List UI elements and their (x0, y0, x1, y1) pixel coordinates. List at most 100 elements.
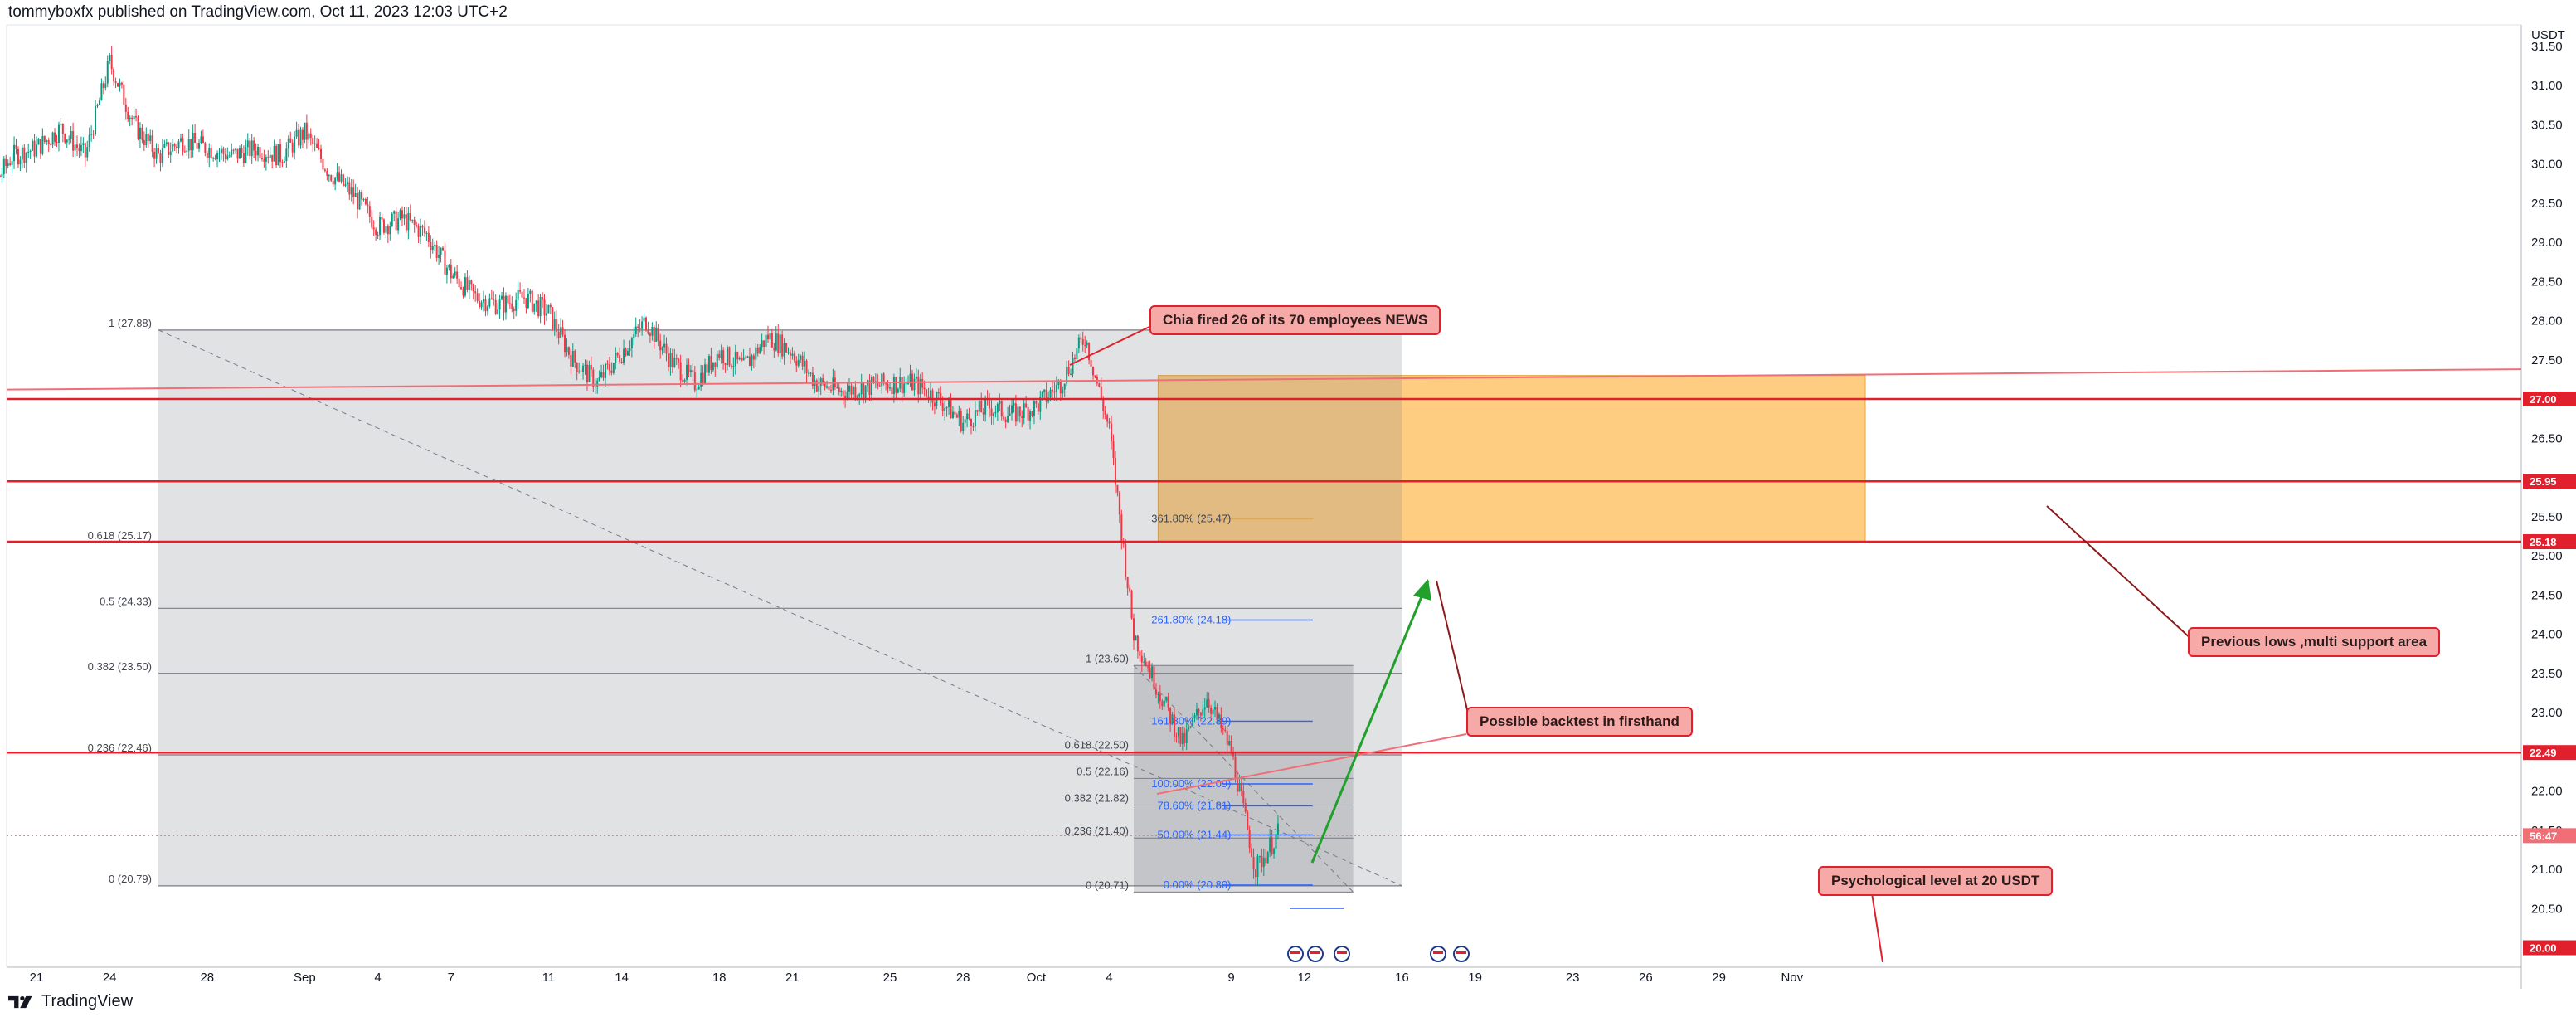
candle-body (1077, 337, 1080, 348)
annotation-psychological-level[interactable]: Psychological level at 20 USDT (1818, 866, 2054, 896)
candle-body (123, 84, 125, 105)
annotation-news[interactable]: Chia fired 26 of its 70 employees NEWS (1149, 305, 1441, 335)
candle-body (379, 217, 382, 236)
candle-body (358, 192, 361, 210)
candle-body (464, 277, 466, 296)
candle-body (1202, 709, 1204, 716)
price-tag[interactable] (2523, 392, 2576, 406)
candle-body (186, 150, 188, 153)
fib-extension-label: 100.00% (22.09) (1151, 777, 1231, 790)
candle-body (1108, 421, 1111, 424)
y-tick-label: 21.00 (2531, 863, 2563, 877)
price-tag[interactable] (2523, 940, 2576, 956)
candle-body (860, 383, 863, 395)
candle-body (921, 379, 924, 388)
candle-body (659, 340, 662, 351)
candle-body (930, 390, 931, 400)
price-tag[interactable] (2523, 533, 2576, 549)
candle-body (187, 138, 190, 151)
candle-body (326, 170, 328, 176)
price-tag[interactable] (2523, 474, 2576, 489)
candle-body (989, 398, 991, 409)
candle-body (1159, 693, 1161, 702)
candle-body (669, 353, 672, 367)
price-tag-label: 20.00 (2530, 942, 2557, 955)
candle-body (1025, 403, 1028, 408)
candle-body (1088, 342, 1091, 361)
callout-pointer (1069, 324, 1154, 366)
candle-body (2, 158, 5, 175)
candle-body (992, 413, 994, 416)
annotation-backtest[interactable]: Possible backtest in firsthand (1466, 707, 1693, 737)
candle-body (472, 284, 474, 292)
candle-body (596, 380, 599, 387)
candle-body (885, 383, 887, 385)
candle-body (527, 294, 529, 308)
candle-body (996, 403, 999, 413)
price-tag-label: 56:47 (2530, 830, 2557, 842)
candle-body (678, 358, 680, 363)
candle-body (822, 378, 824, 382)
trend-line-upper[interactable] (6, 368, 2522, 391)
candle-body (155, 148, 158, 159)
candle-body (1080, 337, 1082, 340)
candle-body (395, 211, 397, 231)
x-tick-label: 26 (1639, 971, 1653, 985)
candle-body (887, 384, 889, 389)
candle-body (1192, 718, 1194, 727)
candle-body (423, 227, 425, 233)
candle-body (972, 426, 975, 427)
candle-body (1116, 484, 1119, 493)
candle-body (80, 144, 82, 152)
candle-body (557, 331, 560, 338)
candle-body (1041, 392, 1043, 397)
candle-body (1092, 367, 1094, 376)
candle-body (450, 265, 452, 279)
candle-body (416, 224, 418, 226)
candle-body (612, 363, 615, 373)
candle-body (1136, 635, 1139, 652)
callout-pointer (1436, 580, 1470, 721)
candle-body (239, 148, 241, 159)
candle-body (161, 148, 163, 163)
candle-body (151, 135, 153, 152)
bullish-arrow[interactable] (1310, 580, 1430, 864)
candle-body (854, 387, 857, 398)
support-zone[interactable] (1157, 375, 1866, 543)
candle-body (106, 61, 109, 84)
candle-body (200, 136, 202, 143)
candle-body (651, 326, 654, 336)
candle-body (231, 149, 233, 156)
annotation-support-area[interactable]: Previous lows ,multi support area (2188, 627, 2441, 657)
candle-body (804, 360, 806, 367)
candle-body (850, 385, 853, 395)
candle-body (348, 182, 351, 195)
candle-body (605, 363, 606, 378)
candle-body (407, 212, 410, 231)
candle-body (249, 140, 251, 157)
candle-body (192, 132, 194, 151)
price-tag[interactable] (2523, 745, 2576, 761)
candle-body (316, 143, 318, 148)
candle-body (462, 289, 464, 296)
candle-body (702, 372, 704, 384)
y-tick-label: 22.00 (2531, 785, 2563, 799)
candle-body (633, 334, 635, 339)
candle-body (336, 172, 338, 178)
price-tag[interactable] (2523, 828, 2576, 844)
candle-body (781, 334, 784, 357)
candle-body (82, 143, 85, 145)
candle-body (332, 180, 334, 185)
candle-body (881, 373, 883, 387)
candle-body (1114, 457, 1116, 485)
candle-body (39, 139, 41, 154)
candle-body (751, 355, 753, 367)
candle-body (61, 124, 64, 134)
candle-body (1206, 699, 1208, 708)
candle-body (165, 142, 168, 144)
candle-body (417, 226, 420, 237)
candle-body (663, 343, 666, 348)
candle-body (826, 386, 829, 388)
fib-large-level-label: 0 (20.79) (109, 873, 152, 885)
